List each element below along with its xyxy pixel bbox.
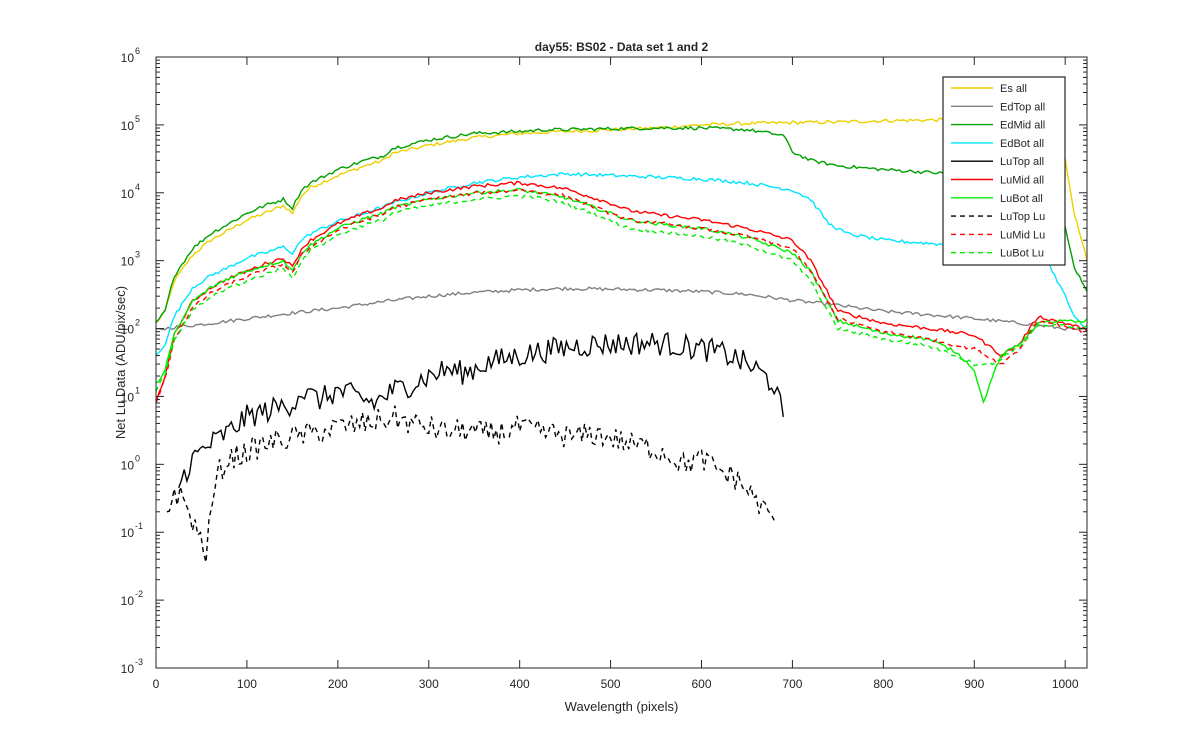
y-tick-exponent-2: -1 xyxy=(135,521,143,531)
legend: Es all EdTop all EdMid all EdBot all LuTop a… xyxy=(942,76,1066,266)
y-tick-label-1: 10 xyxy=(121,594,135,608)
x-tick-label-0: 0 xyxy=(153,677,160,691)
series-layer xyxy=(155,117,1088,563)
y-tick-label-4: 10 xyxy=(121,390,135,404)
y-tick-exponent-6: 3 xyxy=(135,250,140,260)
legend-label-3: EdMid all xyxy=(1000,120,1045,132)
axes-layer: 0 100 200 300 400 500 600 700 800 900 100010-310-2… xyxy=(121,46,1088,691)
series-line-2 xyxy=(155,286,1088,332)
legend-label-7: LuBot all xyxy=(1000,193,1043,205)
x-tick-label-9: 900 xyxy=(964,677,984,691)
legend-label-1: Es all xyxy=(1000,83,1027,95)
y-tick-exponent-7: 4 xyxy=(135,182,140,192)
y-tick-exponent-9: 6 xyxy=(135,46,140,56)
y-tick-label-5: 10 xyxy=(121,323,135,337)
y-tick-label-8: 10 xyxy=(121,119,135,133)
legend-label-10: LuBot Lu xyxy=(1000,248,1044,260)
y-tick-exponent-4: 1 xyxy=(135,385,140,395)
y-tick-exponent-1: -2 xyxy=(135,589,143,599)
x-tick-label-4: 400 xyxy=(510,677,530,691)
x-tick-label-5: 500 xyxy=(601,677,621,691)
y-tick-label-2: 10 xyxy=(121,526,135,540)
series-line-10 xyxy=(155,194,1088,392)
y-tick-exponent-3: 0 xyxy=(135,453,140,463)
y-tick-label-9: 10 xyxy=(121,51,135,65)
chart-title: day55: BS02 - Data set 1 and 2 xyxy=(535,40,709,54)
plot-frame xyxy=(155,56,1088,669)
plot-area xyxy=(156,57,1087,668)
x-tick-label-1: 100 xyxy=(237,677,257,691)
x-axis-label: Wavelength (pixels) xyxy=(565,699,679,714)
x-tick-label-8: 800 xyxy=(873,677,893,691)
x-tick-label-7: 700 xyxy=(782,677,802,691)
y-tick-exponent-8: 5 xyxy=(135,114,140,124)
legend-label-4: EdBot all xyxy=(1000,138,1044,150)
series-line-3 xyxy=(155,125,1088,323)
series-line-1 xyxy=(155,117,1088,324)
x-tick-label-6: 600 xyxy=(691,677,711,691)
y-tick-label-3: 10 xyxy=(121,458,135,472)
y-tick-label-0: 10 xyxy=(121,662,135,676)
series-line-8 xyxy=(166,405,775,563)
y-tick-exponent-5: 2 xyxy=(135,318,140,328)
x-tick-label-10: 1000 xyxy=(1052,677,1079,691)
y-tick-label-6: 10 xyxy=(121,255,135,269)
legend-label-6: LuMid all xyxy=(1000,175,1044,187)
y-tick-label-7: 10 xyxy=(121,187,135,201)
legend-label-5: LuTop all xyxy=(1000,156,1044,168)
series-line-5 xyxy=(178,331,784,489)
series-line-4 xyxy=(155,172,1088,356)
series-line-9 xyxy=(155,188,1088,404)
legend-label-8: LuTop Lu xyxy=(1000,211,1045,223)
legend-label-9: LuMid Lu xyxy=(1000,229,1045,241)
x-tick-label-2: 200 xyxy=(328,677,348,691)
legend-box xyxy=(942,76,1066,266)
x-tick-label-3: 300 xyxy=(419,677,439,691)
series-line-6 xyxy=(155,180,1088,403)
series-line-7 xyxy=(155,187,1088,405)
y-axis-label: Net Lu Data (ADU/pix/sec) xyxy=(113,286,128,439)
legend-label-2: EdTop all xyxy=(1000,101,1045,113)
y-tick-exponent-0: -3 xyxy=(135,657,143,667)
